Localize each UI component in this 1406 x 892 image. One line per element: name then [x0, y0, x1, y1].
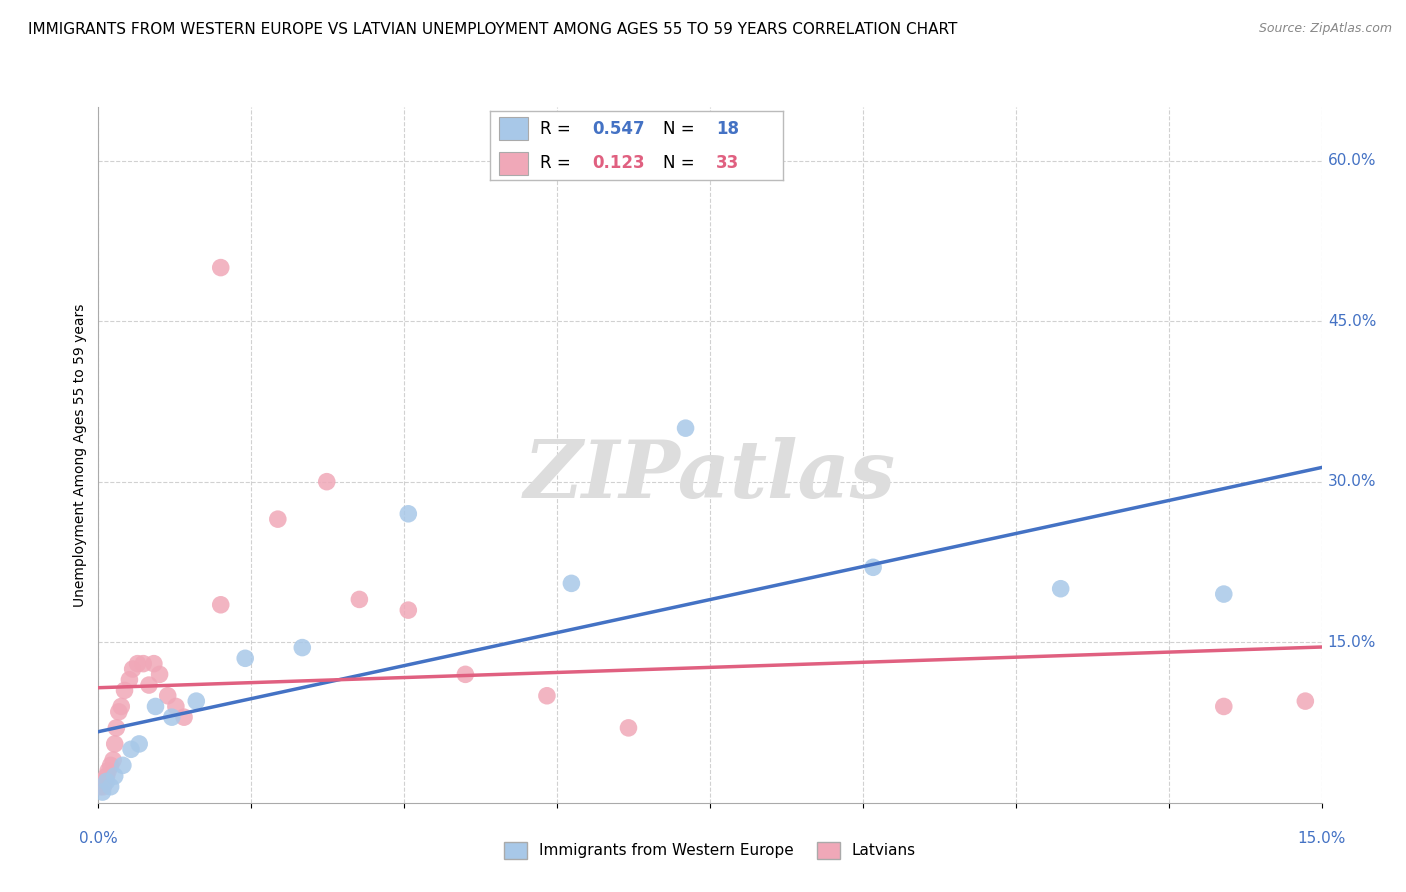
Text: IMMIGRANTS FROM WESTERN EUROPE VS LATVIAN UNEMPLOYMENT AMONG AGES 55 TO 59 YEARS: IMMIGRANTS FROM WESTERN EUROPE VS LATVIA… — [28, 22, 957, 37]
Text: Source: ZipAtlas.com: Source: ZipAtlas.com — [1258, 22, 1392, 36]
Point — [105, 721, 128, 735]
Legend: Immigrants from Western Europe, Latvians: Immigrants from Western Europe, Latvians — [498, 836, 922, 864]
Point — [675, 421, 697, 435]
Text: 30.0%: 30.0% — [1327, 475, 1376, 489]
Point — [138, 678, 160, 692]
Point — [315, 475, 337, 489]
Point — [121, 662, 143, 676]
Point — [96, 769, 118, 783]
Point — [90, 774, 112, 789]
Point — [108, 705, 131, 719]
Point — [156, 689, 179, 703]
Point — [118, 673, 141, 687]
Point — [349, 592, 371, 607]
Point — [1294, 694, 1316, 708]
Point — [100, 780, 122, 794]
Point — [1212, 699, 1234, 714]
Point — [617, 721, 640, 735]
Point — [127, 657, 149, 671]
Text: ZIPatlas: ZIPatlas — [524, 437, 896, 515]
Point — [100, 758, 122, 772]
Point — [267, 512, 290, 526]
Point — [291, 640, 314, 655]
Text: 60.0%: 60.0% — [1327, 153, 1376, 168]
Point — [560, 576, 582, 591]
Point — [149, 667, 172, 681]
Point — [209, 598, 232, 612]
Point — [536, 689, 558, 703]
Point — [97, 764, 120, 778]
Point — [862, 560, 884, 574]
Point — [91, 780, 114, 794]
Point — [145, 699, 167, 714]
Point — [110, 699, 132, 714]
Point — [454, 667, 477, 681]
Point — [96, 774, 118, 789]
Point — [209, 260, 232, 275]
Point — [114, 683, 136, 698]
Point — [132, 657, 155, 671]
Point — [160, 710, 183, 724]
Point — [142, 657, 165, 671]
Point — [101, 753, 124, 767]
Point — [104, 737, 127, 751]
Point — [104, 769, 127, 783]
Text: 45.0%: 45.0% — [1327, 314, 1376, 328]
Point — [173, 710, 195, 724]
Point — [186, 694, 208, 708]
Text: 15.0%: 15.0% — [1298, 830, 1346, 846]
Point — [91, 785, 114, 799]
Point — [128, 737, 150, 751]
Y-axis label: Unemployment Among Ages 55 to 59 years: Unemployment Among Ages 55 to 59 years — [73, 303, 87, 607]
Point — [89, 780, 111, 794]
Text: 15.0%: 15.0% — [1327, 635, 1376, 649]
Point — [396, 603, 419, 617]
Point — [94, 774, 117, 789]
Point — [1049, 582, 1071, 596]
Point — [233, 651, 256, 665]
Point — [120, 742, 142, 756]
Point — [111, 758, 134, 772]
Point — [396, 507, 419, 521]
Point — [1212, 587, 1234, 601]
Text: 0.0%: 0.0% — [79, 830, 118, 846]
Point — [165, 699, 187, 714]
